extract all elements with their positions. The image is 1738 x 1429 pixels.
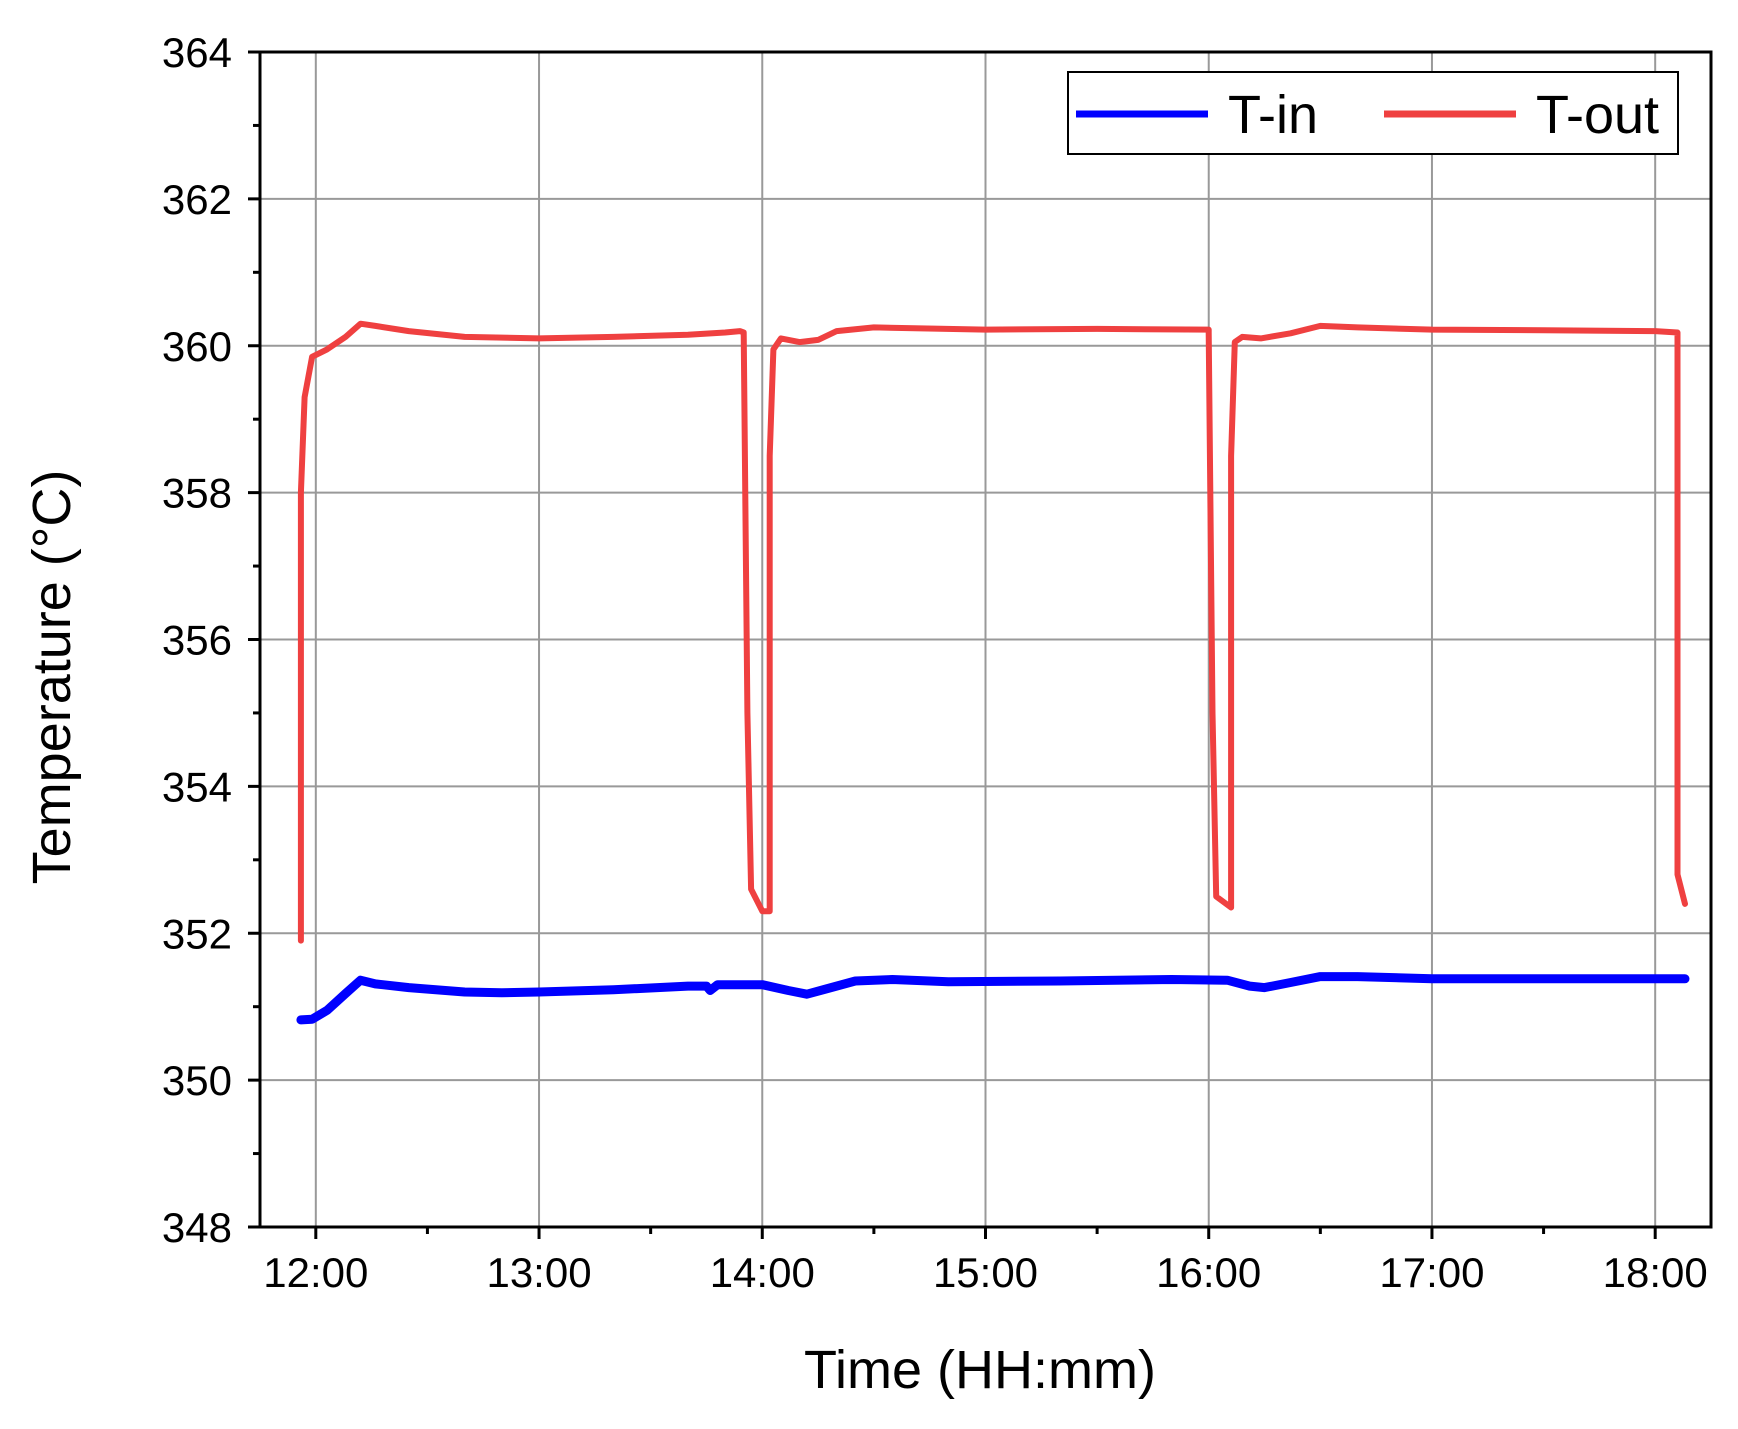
y-tick-label: 352 <box>162 910 232 957</box>
x-tick-label: 18:00 <box>1603 1249 1708 1296</box>
y-tick-label: 350 <box>162 1057 232 1104</box>
series-line-t-in <box>296 972 1690 1025</box>
x-tick-label: 17:00 <box>1379 1249 1484 1296</box>
y-tick-label: 364 <box>162 29 232 76</box>
y-tick-label: 348 <box>162 1204 232 1251</box>
y-tick-label: 356 <box>162 617 232 664</box>
x-tick-label: 13:00 <box>486 1249 591 1296</box>
y-tick-label: 360 <box>162 323 232 370</box>
grid <box>260 52 1711 1227</box>
series-group <box>296 320 1690 1025</box>
y-tick-label: 362 <box>162 176 232 223</box>
legend: T-in T-out <box>1067 71 1679 155</box>
x-tick-label: 14:00 <box>710 1249 815 1296</box>
x-tick-label: 12:00 <box>263 1249 368 1296</box>
series-line-t-out <box>297 320 1688 944</box>
x-axis-title: Time (HH:mm) <box>804 1340 1156 1400</box>
x-tick-label: 15:00 <box>933 1249 1038 1296</box>
y-tick-label: 354 <box>162 763 232 810</box>
y-tick-label: 358 <box>162 470 232 517</box>
axis-ticks: 12:00 13:00 14:00 15:00 16:00 17:00 18:00 348 35… <box>162 29 1708 1296</box>
x-tick-label: 16:00 <box>1156 1249 1261 1296</box>
legend-label-t-in: T-in <box>1228 85 1318 145</box>
y-axis-title: Temperature (°C) <box>22 470 82 885</box>
legend-label-t-out: T-out <box>1536 85 1659 145</box>
